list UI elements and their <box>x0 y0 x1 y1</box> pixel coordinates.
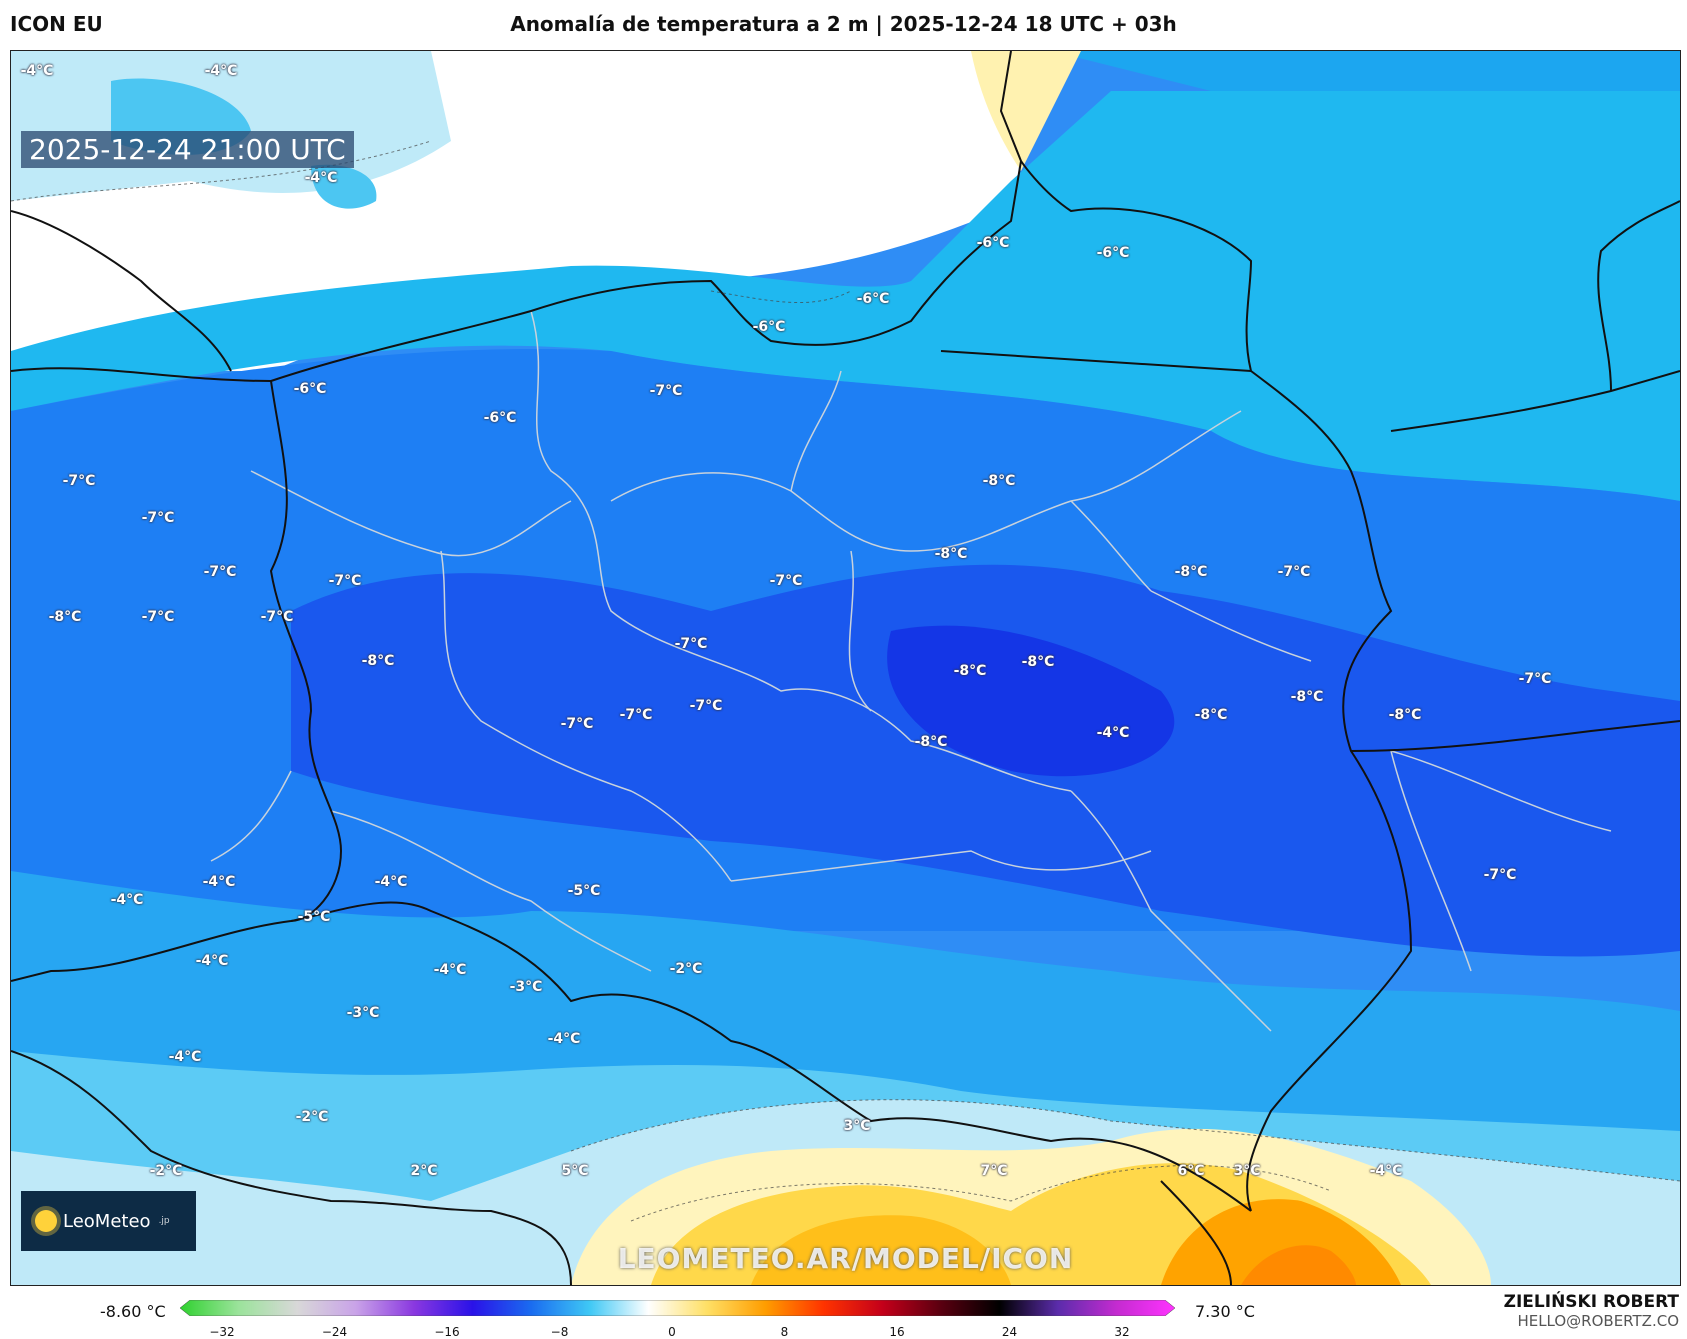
temp-label: -6°C <box>752 319 786 335</box>
temp-label: 3°C <box>1233 1163 1261 1179</box>
temp-label: -4°C <box>374 874 408 890</box>
temp-label: 7°C <box>980 1163 1008 1179</box>
valid-time-stamp: 2025-12-24 21:00 UTC <box>21 131 354 168</box>
temp-label: -7°C <box>141 510 175 526</box>
colorbar-tick: −8 <box>550 1325 569 1339</box>
model-name: ICON EU <box>10 12 103 36</box>
temp-label: -8°C <box>1388 707 1422 723</box>
temp-label: 3°C <box>843 1118 871 1134</box>
colorbar-min-label: -8.60 °C <box>100 1302 166 1321</box>
temp-label: -7°C <box>560 716 594 732</box>
temp-label: -6°C <box>483 410 517 426</box>
temp-label: -8°C <box>361 653 395 669</box>
temp-label: -7°C <box>62 473 96 489</box>
temp-label: -7°C <box>328 573 362 589</box>
temp-label: -7°C <box>619 707 653 723</box>
temp-label: -2°C <box>669 961 703 977</box>
colorbar-tick: 0 <box>668 1325 676 1339</box>
map-title: Anomalía de temperatura a 2 m | 2025-12-… <box>510 12 1177 36</box>
temp-label: -7°C <box>769 573 803 589</box>
temp-label: -4°C <box>168 1049 202 1065</box>
temp-label: -7°C <box>1483 867 1517 883</box>
temp-label: -4°C <box>204 63 238 79</box>
region-borders <box>210 310 1612 1032</box>
temp-label: -7°C <box>1518 671 1552 687</box>
temp-label: -3°C <box>509 979 543 995</box>
temp-label: 2°C <box>410 1163 438 1179</box>
temperature-anomaly-map: -6°C -6°C -6°C -6°C -6°C -7°C -6°C -7°C … <box>10 50 1681 1286</box>
temp-label: -5°C <box>567 883 601 899</box>
author-email[interactable]: HELLO@ROBERTZ.CO <box>1517 1312 1679 1330</box>
temp-label: -8°C <box>934 546 968 562</box>
temp-label: -8°C <box>1021 654 1055 670</box>
temp-label: -4°C <box>1096 725 1130 741</box>
temp-label: -8°C <box>953 663 987 679</box>
temp-label: -8°C <box>1290 689 1324 705</box>
temp-label: -4°C <box>433 962 467 978</box>
temp-label: -7°C <box>674 636 708 652</box>
colorbar-tick: 24 <box>1001 1325 1018 1339</box>
temp-label: -4°C <box>1369 1163 1403 1179</box>
temp-label: -7°C <box>260 609 294 625</box>
temp-label: -7°C <box>141 609 175 625</box>
temp-label: -7°C <box>1277 564 1311 580</box>
temp-label: -2°C <box>295 1109 329 1125</box>
temp-label: -6°C <box>293 381 327 397</box>
author-name: ZIELIŃSKI ROBERT <box>1503 1292 1679 1312</box>
colorbar-max-label: 7.30 °C <box>1195 1302 1255 1321</box>
colorbar-tick: 16 <box>889 1325 905 1339</box>
temp-label: -4°C <box>195 953 229 969</box>
temp-label: -6°C <box>976 235 1010 251</box>
temp-label: -4°C <box>304 170 338 186</box>
temp-label: -3°C <box>346 1005 380 1021</box>
colorbar-tick: 32 <box>1114 1325 1130 1339</box>
colorbar-tick: −16 <box>434 1325 460 1339</box>
temp-label: 6°C <box>1177 1163 1205 1179</box>
colorbar-tick: −24 <box>321 1325 348 1339</box>
temp-label: -5°C <box>297 909 331 925</box>
colorbar-tick: 8 <box>780 1325 789 1339</box>
temp-label: -7°C <box>203 564 237 580</box>
temp-label: -6°C <box>1096 245 1130 261</box>
colorbar <box>180 1300 1175 1316</box>
leometeo-logo[interactable]: LeoMeteo .jp <box>21 1191 196 1251</box>
site-watermark: LEOMETEO.AR/MODEL/ICON <box>617 1242 1074 1275</box>
colorbar-tick: −32 <box>209 1325 235 1339</box>
author-credit: ZIELIŃSKI ROBERT HELLO@ROBERTZ.CO <box>1504 1292 1679 1330</box>
temp-label: -8°C <box>48 609 82 625</box>
temp-label: -4°C <box>547 1031 581 1047</box>
temp-label: -7°C <box>689 698 723 714</box>
temp-label: -4°C <box>20 63 54 79</box>
sun-icon <box>35 1210 57 1232</box>
country-borders <box>11 51 1680 1285</box>
temp-label: -6°C <box>856 291 890 307</box>
temp-label: -8°C <box>914 734 948 750</box>
map-canvas <box>11 51 1680 1285</box>
temp-label: -2°C <box>149 1163 183 1179</box>
temp-label: -7°C <box>649 383 683 399</box>
temp-label: -4°C <box>202 874 236 890</box>
temp-label: -8°C <box>1174 564 1208 580</box>
contour-lines <box>11 140 1680 1222</box>
logo-suffix: .jp <box>158 1216 170 1226</box>
temp-label: 5°C <box>561 1163 589 1179</box>
temp-label: -8°C <box>982 473 1016 489</box>
temp-label: -4°C <box>110 892 144 908</box>
logo-text: LeoMeteo <box>63 1210 151 1232</box>
temp-label: -8°C <box>1194 707 1228 723</box>
